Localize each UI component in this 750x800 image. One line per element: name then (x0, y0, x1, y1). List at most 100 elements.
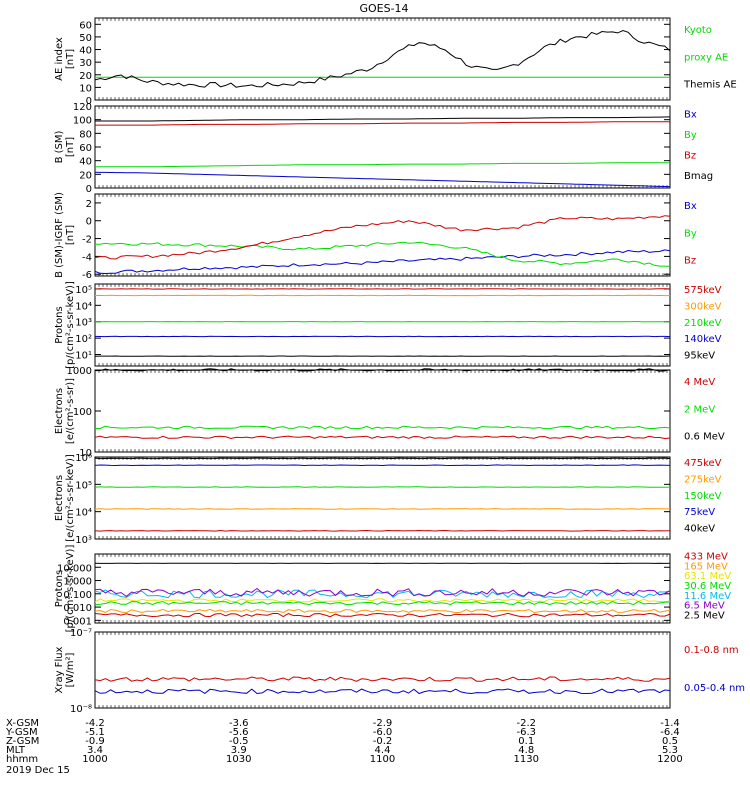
x-row-label: MLT (6, 745, 26, 756)
series-line-bdiff-1 (94, 241, 671, 267)
panel-frame (94, 193, 671, 277)
panel-frame (94, 17, 671, 101)
series-line-electrons2-2 (94, 486, 671, 488)
y-axis-label: [nT] (65, 49, 76, 69)
y-tick-label: 0 (86, 96, 92, 107)
series-line-b-1 (95, 162, 670, 168)
legend-entry: 40keV (684, 524, 715, 535)
legend-entry: Kyoto (684, 25, 712, 36)
y-axis-label: B (SM) (54, 130, 65, 163)
series-line-protons2-2 (94, 598, 671, 603)
series-line-protons2-0 (94, 612, 671, 618)
x-row-value: -2.9 (373, 718, 393, 729)
legend-entry: 433 MeV (684, 551, 728, 562)
panel-xray: 10⁻⁸ 10⁻⁷ Xray Flux [W/m²] 0.1-0.8 nm 0.05-0.… (54, 628, 745, 715)
y-tick-label: 20 (79, 71, 92, 82)
y-tick-label: 10⁶ (75, 453, 92, 464)
x-row-value: 3.9 (231, 745, 247, 756)
y-axis-label: [nT] (65, 137, 76, 157)
x-row-value: 1000 (82, 754, 107, 765)
series-line-protons2-5 (94, 587, 671, 598)
series-line-electrons1-0 (94, 435, 671, 440)
series-line-xray-1 (94, 688, 671, 695)
y-tick-label: 0.010 (63, 603, 92, 614)
y-tick-label: 120 (73, 102, 92, 113)
legend-entry: 75keV (684, 507, 715, 518)
x-row-value: -3.6 (229, 718, 249, 729)
panel-b: 0 20 40 60 80 100 120 B (SM) [nT] Bx By Bz Bmag (54, 102, 713, 195)
y-tick-label: 1000 (67, 366, 92, 377)
x-row-value: 3.4 (87, 745, 103, 756)
panel-frame (94, 369, 671, 453)
panel-frame (94, 456, 671, 540)
y-tick-label: 10⁵ (75, 480, 92, 491)
y-tick-label: 10³ (75, 535, 92, 546)
y-tick-label: 30 (79, 58, 92, 69)
y-tick-label: 10² (75, 334, 92, 345)
series-line-protons2-3 (94, 600, 671, 606)
y-axis-label: [e/(cm²-s-sr-keV)] (65, 454, 76, 542)
x-row-value: 1200 (657, 754, 682, 765)
series-line-b-0 (94, 171, 671, 188)
y-tick-label: 0 (86, 184, 92, 195)
y-tick-label: 60 (79, 143, 92, 154)
y-axis-label: [W/m²] (65, 652, 76, 687)
y-tick-label: 50 (79, 33, 92, 44)
y-tick-label: 10 (79, 448, 92, 459)
y-tick-label: 10.000 (57, 563, 92, 574)
series-line-protons2-1 (94, 608, 671, 614)
y-tick-label: 10¹ (75, 351, 92, 362)
legend-entry: By (684, 130, 697, 141)
legend-entry: proxy AE (684, 52, 728, 63)
x-axis-date: 2019 Dec 15 (6, 765, 70, 776)
x-row-value: 5.3 (662, 745, 678, 756)
x-row-value: 1030 (226, 754, 251, 765)
legend-entry: Bz (684, 150, 696, 161)
legend-entry: 475keV (684, 458, 722, 469)
x-row-value: 0.1 (518, 736, 534, 747)
y-tick-label: 0 (86, 217, 92, 228)
legend-entry: Bx (684, 109, 697, 120)
x-row-label: Z-GSM (6, 736, 39, 747)
x-row-value: -5.6 (229, 727, 249, 738)
panel-frame (94, 105, 671, 189)
series-line-electrons2-1 (94, 508, 671, 510)
x-row-value: 4.4 (375, 745, 391, 756)
legend-entry: 0.05-0.4 nm (684, 683, 745, 694)
legend-entry: 0.1-0.8 nm (684, 645, 739, 656)
legend-entry: 165 MeV (684, 561, 728, 572)
y-tick-label: 40 (79, 46, 92, 57)
x-row-label: hhmm (6, 754, 38, 765)
panel-frame (94, 631, 671, 709)
series-line-electrons2-3 (94, 464, 671, 467)
panel-electrons2: 10³ 10⁴ 10⁵ 10⁶ Electrons [e/(cm²-s-sr-keV)] 4… (54, 453, 722, 546)
legend-entry: 2.5 MeV (684, 611, 725, 622)
x-row-value: 1100 (370, 754, 395, 765)
y-axis-label: Electrons (54, 475, 65, 521)
x-row-value: -1.4 (660, 718, 680, 729)
series-line-bdiff-0 (94, 249, 671, 275)
y-axis-label: [p/(cm²-s-sr-keV)] (65, 545, 76, 633)
legend-entry: Themis AE (683, 80, 737, 91)
legend-entry: Bx (684, 201, 697, 212)
y-tick-label: 80 (79, 129, 92, 140)
legend-entry: 140keV (684, 334, 722, 345)
panel-frame (94, 283, 671, 367)
x-row-value: -6.3 (516, 727, 536, 738)
y-tick-label: -6 (82, 270, 92, 281)
y-axis-label: B (SM)-IGRF (SM) (54, 192, 65, 278)
x-row-value: -5.1 (85, 727, 105, 738)
x-row-value: -0.9 (85, 736, 105, 747)
series-line-ae-1 (94, 29, 671, 88)
series-line-electrons1-2 (95, 368, 671, 372)
y-tick-label: 0.100 (63, 590, 92, 601)
y-tick-label: 100 (73, 116, 92, 127)
y-axis-label: Electrons (54, 388, 65, 434)
legend-entry: 95keV (684, 351, 715, 362)
legend-entry: 63.1 MeV (684, 571, 731, 582)
legend-entry: Bmag (684, 171, 713, 182)
legend-entry: 575keV (684, 285, 722, 296)
